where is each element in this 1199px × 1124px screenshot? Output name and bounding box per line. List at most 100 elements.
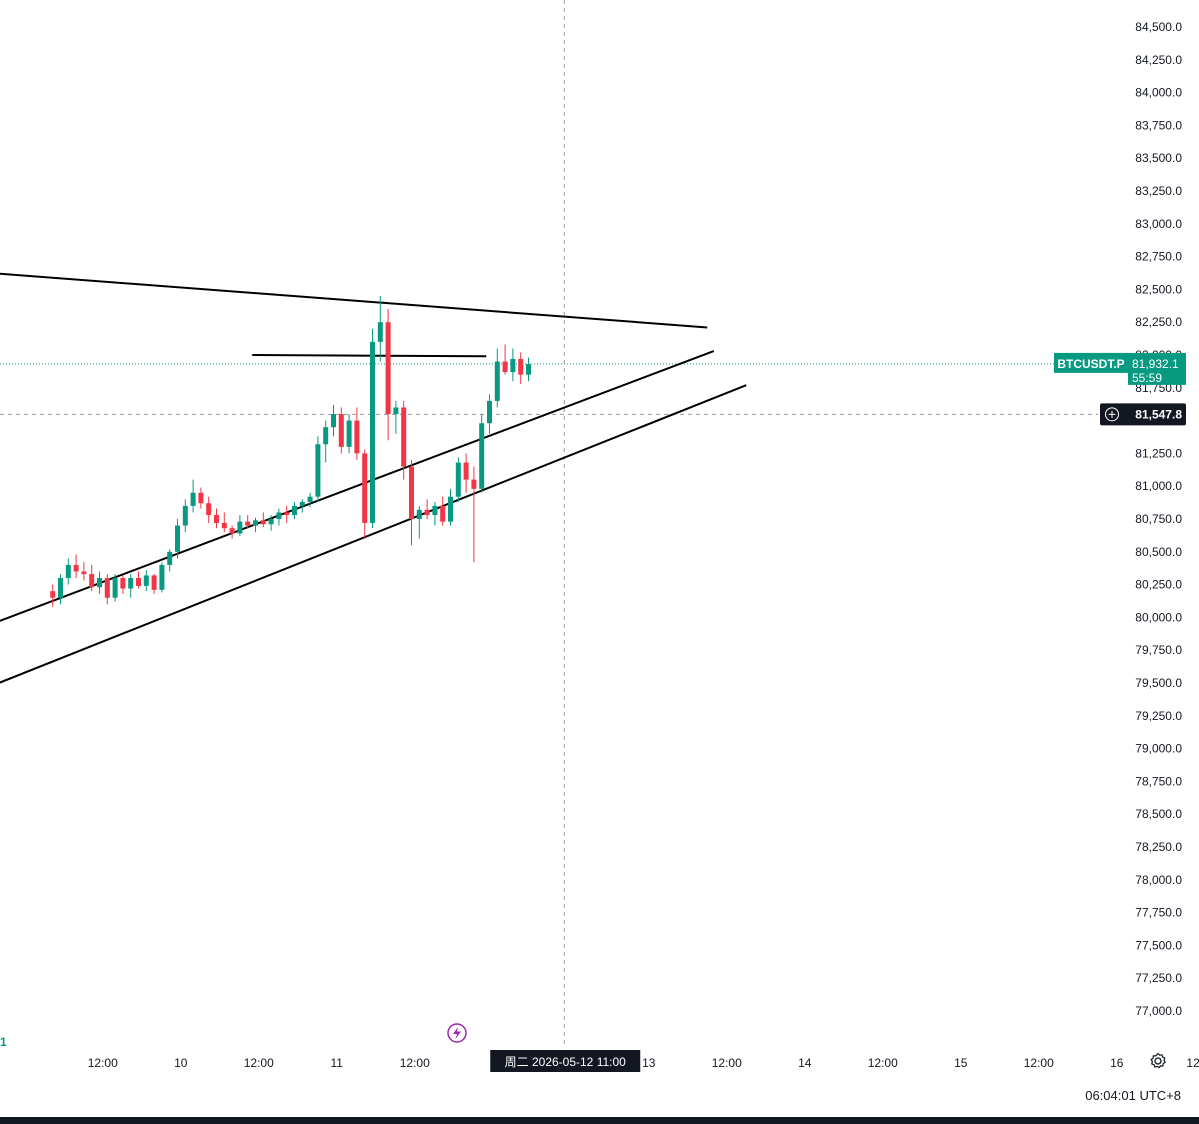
price-tick-label: 79,000.0: [1135, 742, 1182, 756]
candle-body: [136, 578, 141, 586]
time-tick-label: 12:00: [712, 1056, 742, 1070]
candle-body: [128, 578, 134, 589]
candles-layer: [50, 295, 531, 607]
price-tick-label: 79,250.0: [1135, 709, 1182, 723]
candle-body: [229, 528, 235, 534]
price-tick-label: 77,500.0: [1135, 938, 1182, 952]
time-tick-label: 10: [174, 1056, 188, 1070]
candle-body: [338, 414, 344, 447]
candle-body: [370, 341, 375, 523]
candle-body: [432, 505, 438, 516]
drawing-layer: [0, 0, 1098, 1045]
time-tick-label: 12:00: [244, 1056, 274, 1070]
candle-body: [354, 420, 360, 454]
price-tick-label: 84,500.0: [1135, 20, 1182, 34]
candle-body: [175, 525, 180, 552]
candle-body: [385, 322, 391, 415]
price-tick-label: 82,750.0: [1135, 250, 1182, 264]
price-tick-label: 83,250.0: [1135, 184, 1182, 198]
candle-body: [440, 505, 446, 522]
time-axis[interactable]: 1 12:00 10 12:00 11 12:00 13 12:00 14 12:00 15 12:0…: [0, 1035, 1199, 1070]
crosshair-price-badge[interactable]: [1100, 403, 1186, 426]
candle-body: [89, 574, 95, 588]
candle-body: [159, 564, 165, 590]
price-tick-label: 80,000.0: [1135, 610, 1182, 624]
candle-body: [260, 520, 266, 525]
candle-body: [346, 420, 352, 447]
candle-body: [190, 492, 196, 506]
price-tick-label: 83,000.0: [1135, 217, 1182, 231]
gear-icon[interactable]: [1147, 1050, 1169, 1072]
price-tick-label: 83,500.0: [1135, 151, 1182, 165]
candle-body: [471, 479, 477, 489]
plus-circle-icon[interactable]: [1105, 407, 1119, 422]
status-clock: 06:04:01 UTC+8: [1085, 1088, 1181, 1103]
price-tick-label: 78,000.0: [1135, 873, 1182, 887]
symbol-badge: [1054, 352, 1128, 373]
countdown-text: 55:59: [1132, 371, 1162, 385]
candle-body: [253, 520, 258, 526]
price-tick-label: 82,250.0: [1135, 315, 1182, 329]
candle-body: [182, 505, 188, 526]
overlay-layer: 周二 2026-05-12 11:00 BTCUSDT.P 81,932.155:5…: [490, 352, 1186, 1072]
price-tick-label: 77,750.0: [1135, 906, 1182, 920]
candle-body: [401, 407, 407, 467]
price-tick-label: 80,750.0: [1135, 512, 1182, 526]
time-tick-label: 12:00: [400, 1056, 430, 1070]
candle-body: [424, 509, 430, 516]
price-tick-label: 77,250.0: [1135, 971, 1182, 985]
candle-body: [167, 551, 173, 565]
time-tick-label: 12:: [1186, 1056, 1199, 1070]
candle-body: [315, 444, 321, 497]
middle-trendline[interactable]: [0, 350, 715, 622]
crosshair-price-text: 81,547.8: [1135, 407, 1182, 421]
resistance-line[interactable]: [252, 354, 487, 358]
candle-body: [487, 400, 492, 424]
price-tick-label: 81,000.0: [1135, 479, 1182, 493]
candle-body: [409, 466, 414, 519]
price-tick-label: 79,750.0: [1135, 643, 1182, 657]
time-tick-label: 12:00: [88, 1056, 118, 1070]
candle-body: [292, 505, 297, 516]
price-tick-label: 80,250.0: [1135, 578, 1182, 592]
price-tick-label: 82,500.0: [1135, 282, 1182, 296]
price-tick-label: 84,250.0: [1135, 53, 1182, 67]
candle-body: [97, 578, 102, 588]
upper-trendline[interactable]: [0, 272, 708, 329]
price-tick-label: 84,000.0: [1135, 86, 1182, 100]
candle-body: [307, 496, 313, 502]
candle-body: [65, 564, 71, 579]
time-tick-fragment: 1: [0, 1035, 7, 1049]
candle-body: [245, 521, 251, 526]
price-tick-label: 78,500.0: [1135, 807, 1182, 821]
candle-body: [526, 363, 531, 375]
candle-body: [393, 407, 399, 415]
time-tick-label: 12:00: [1024, 1056, 1054, 1070]
price-tick-label: 78,250.0: [1135, 840, 1182, 854]
candle-body: [214, 515, 219, 523]
price-tick-label: 78,750.0: [1135, 774, 1182, 788]
candle-body: [323, 427, 329, 445]
candle-body: [448, 496, 453, 522]
time-tick-label: 13: [642, 1056, 656, 1070]
time-tick-label: 16: [1110, 1056, 1124, 1070]
candle-body: [377, 322, 383, 342]
candle-body: [151, 575, 157, 590]
candle-body: [206, 503, 212, 516]
candle-body: [50, 591, 56, 598]
candle-body: [268, 519, 274, 525]
candle-body: [299, 501, 305, 506]
symbol-badge-text: BTCUSDT.P: [1057, 357, 1124, 371]
candle-body: [518, 358, 524, 375]
lightning-icon[interactable]: [446, 1022, 468, 1044]
candle-body: [455, 462, 461, 497]
lower-trendline[interactable]: [0, 384, 747, 684]
candle-body: [276, 512, 282, 519]
price-tick-label: 79,500.0: [1135, 676, 1182, 690]
last-price-text: 81,932.1: [1132, 357, 1179, 371]
bottom-bar: [0, 1117, 1199, 1124]
candle-body: [221, 522, 227, 529]
price-axis[interactable]: 84,500.0 84,250.0 84,000.0 83,750.0 83,500.0…: [1135, 20, 1182, 1018]
candle-body: [120, 578, 126, 589]
